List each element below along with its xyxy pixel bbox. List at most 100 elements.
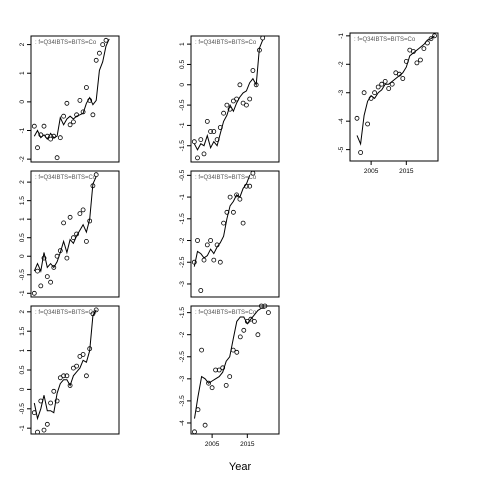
panel-r1c2-point-20 bbox=[256, 47, 262, 53]
panel-r3c1-point-9 bbox=[61, 373, 66, 379]
panel-r1c3-point-20 bbox=[424, 40, 430, 46]
panel-r1c2-annotation: : f=Q34IBTS=BITS=Co bbox=[195, 40, 257, 46]
panel-r1c1-frame bbox=[30, 35, 120, 163]
panel-r2c2-point-1 bbox=[195, 238, 200, 243]
panel-r2c2-point-2 bbox=[198, 288, 204, 293]
x-axis-label: Year bbox=[229, 461, 252, 473]
panel-r2c2-point-11 bbox=[227, 194, 233, 200]
panel-r1c2-point-16 bbox=[243, 102, 249, 108]
panel-r2c2-point-18 bbox=[250, 170, 256, 176]
panel-r3c1-ytick-label-4: 0 bbox=[19, 387, 26, 391]
panel-r2c1-point-13 bbox=[74, 231, 79, 237]
panel-r1c3-ytick-label-3: -4 bbox=[338, 118, 345, 124]
panel-r1c3-point-21 bbox=[428, 36, 434, 42]
panel-r2c2-point-5 bbox=[208, 238, 214, 243]
panel-r2c2-fit-line bbox=[193, 175, 251, 267]
panel-r1c3-point-3 bbox=[365, 121, 371, 127]
panel-r3c1-annotation: : f=Q34IBTS=BITS=Co bbox=[35, 310, 97, 316]
panel-r2c2-point-4 bbox=[204, 242, 210, 248]
panel-r3c1-point-15 bbox=[80, 352, 86, 357]
panel-r1c3-point-18 bbox=[417, 57, 423, 63]
panel-r2c2-point-8 bbox=[217, 259, 223, 265]
panel-r1c2-point-13 bbox=[234, 96, 240, 102]
panel-r1c3-ytick-label-1: -2 bbox=[338, 61, 345, 67]
panel-r3c1-ytick-label-5: -0.5 bbox=[19, 403, 26, 415]
panel-r2c2-point-15 bbox=[240, 220, 246, 226]
panel-r2c1: 2 1.5 1 0.5 0 -0.5 -1: f=Q34IBTS=BITS=Co bbox=[19, 170, 120, 298]
panel-r2c2-ytick-label-2: -1.5 bbox=[179, 213, 186, 225]
panel-r1c2-point-19 bbox=[253, 82, 259, 88]
panel-r3c2-xtick-label-0: 2005 bbox=[205, 441, 220, 448]
panel-r3c2-fit-line bbox=[194, 307, 265, 419]
panel-r1c2-ytick-label-1: 0.5 bbox=[179, 60, 186, 69]
panel-r1c3-point-1 bbox=[358, 150, 364, 155]
panel-r3c2-point-19 bbox=[258, 303, 264, 309]
panel-r1c2-fit-line bbox=[193, 39, 264, 151]
panel-r1c2-point-10 bbox=[224, 102, 230, 108]
panel-r3c2-point-3 bbox=[202, 422, 208, 428]
panel-r1c1-ytick-label-4: -2 bbox=[19, 156, 26, 162]
panel-r1c2-point-3 bbox=[201, 151, 207, 157]
panel-r2c1-ytick-label-6: -1 bbox=[19, 290, 26, 296]
panel-r2c1-point-19 bbox=[93, 172, 99, 178]
panel-r1c1-point-0 bbox=[31, 123, 37, 129]
panel-r3c2-point-17 bbox=[251, 318, 257, 324]
panel-r1c1-annotation: : f=Q34IBTS=BITS=Co bbox=[35, 40, 97, 46]
panel-r3c1-point-7 bbox=[54, 398, 60, 404]
panel-r3c2-ytick-label-3: -3 bbox=[179, 376, 186, 382]
panel-r1c1-point-19 bbox=[93, 57, 99, 63]
panel-r2c2-ytick-label-5: -3 bbox=[179, 281, 186, 287]
panel-r3c1-point-18 bbox=[90, 311, 96, 317]
panel-r1c1-ytick-label-2: 0 bbox=[19, 100, 26, 104]
panel-r3c2-ytick-label-1: -2 bbox=[179, 331, 186, 337]
panel-r3c1-point-2 bbox=[38, 398, 44, 404]
panel-r2c2-point-6 bbox=[211, 257, 217, 263]
panel-r1c2-point-17 bbox=[247, 96, 253, 102]
panel-r2c2-point-9 bbox=[221, 220, 227, 226]
panel-r1c2: 1 0.5 0 -0.5 -1 -1.5: f=Q34IBTS=BITS=Co bbox=[179, 35, 280, 163]
panel-r1c3-point-13 bbox=[400, 76, 406, 81]
panel-r3c2-frame bbox=[190, 305, 280, 435]
panel-r1c3-annotation: : f=Q34IBTS=BITS=Co bbox=[354, 37, 416, 43]
panel-r2c1-point-17 bbox=[87, 218, 93, 224]
panel-r2c1-fit-line bbox=[33, 176, 97, 273]
panel-r2c1-point-6 bbox=[51, 264, 57, 270]
panel-r1c2-point-11 bbox=[227, 106, 233, 112]
panel-r3c2-point-20 bbox=[262, 303, 268, 309]
panels: 2 1 0 -1 -2: f=Q34IBTS=BITS=Co 1 0.5 0 -0.5 -1 -1.… bbox=[19, 32, 439, 448]
panel-r1c2-ytick-label-0: 1 bbox=[179, 42, 186, 46]
panel-r1c3-point-22 bbox=[432, 33, 437, 39]
panel-r2c1-point-18 bbox=[90, 183, 96, 189]
panel-r1c1-point-20 bbox=[97, 50, 102, 56]
panel-r1c3-fit-line bbox=[356, 35, 435, 146]
panel-r1c3-point-0 bbox=[354, 115, 360, 121]
panel-r1c2-ytick-label-3: -0.5 bbox=[179, 99, 186, 111]
panel-r1c1-ytick-label-1: 1 bbox=[19, 71, 26, 75]
panel-r2c1-point-5 bbox=[48, 279, 53, 285]
panel-r2c1-annotation: : f=Q34IBTS=BITS=Co bbox=[35, 175, 97, 181]
panel-r2c1-point-0 bbox=[31, 290, 37, 296]
panel-r3c2-point-5 bbox=[209, 385, 215, 391]
panel-r1c1-point-12 bbox=[71, 119, 76, 125]
panel-r3c2: -1.5 -2 -2.5 -3 -3.5 -4 2005 2015: f=Q34IBTS=BI… bbox=[179, 303, 280, 448]
panel-r1c2-point-0 bbox=[191, 139, 197, 145]
panel-r2c2-point-17 bbox=[247, 183, 253, 189]
panel-r1c1-point-22 bbox=[103, 37, 109, 43]
panel-r2c1-point-2 bbox=[38, 283, 44, 289]
panel-r2c1-ytick-label-1: 1.5 bbox=[19, 196, 26, 205]
panel-r3c2-point-8 bbox=[220, 365, 226, 371]
panel-r1c1-point-16 bbox=[84, 85, 89, 90]
panel-r2c2-point-7 bbox=[214, 242, 220, 248]
panel-r1c3-xtick-label-1: 2015 bbox=[399, 168, 414, 175]
panel-r3c2-point-12 bbox=[234, 349, 240, 355]
panel-r2c1-point-16 bbox=[84, 238, 89, 244]
panel-r3c2-xtick-label-1: 2015 bbox=[240, 441, 255, 448]
panel-r1c1-point-8 bbox=[57, 135, 63, 141]
panel-r1c2-point-14 bbox=[237, 82, 243, 88]
panel-r3c2-point-11 bbox=[230, 347, 236, 353]
panel-r2c1-point-12 bbox=[71, 235, 76, 241]
panel-r1c1-point-6 bbox=[51, 133, 57, 139]
panel-r3c1-point-3 bbox=[41, 427, 47, 433]
panel-r3c1-ytick-label-2: 1 bbox=[19, 348, 26, 352]
